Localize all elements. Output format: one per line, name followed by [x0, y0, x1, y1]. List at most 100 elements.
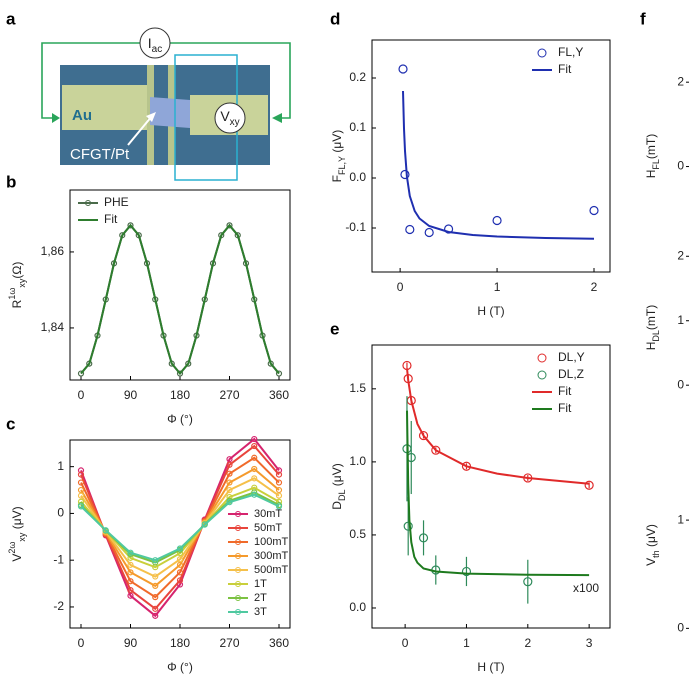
- data-point: [226, 470, 233, 477]
- label-sub: FL: [651, 159, 661, 170]
- panel-label: b: [6, 172, 16, 191]
- series-line: [80, 444, 280, 611]
- legend-marker: [235, 525, 241, 531]
- x-tick-label: 1: [494, 280, 501, 294]
- legend-marker: [85, 200, 91, 206]
- panel-label: a: [6, 9, 16, 28]
- plot-frame: [69, 189, 291, 381]
- label-unit: (μV): [330, 463, 344, 489]
- panel-label: e: [330, 319, 339, 338]
- legend-label: Fit: [558, 62, 572, 76]
- panel-label: c: [6, 414, 15, 433]
- data-point: [77, 467, 85, 474]
- data-point: [127, 569, 134, 576]
- y-tick-label: 1: [677, 512, 684, 526]
- current-circle: [139, 27, 171, 59]
- data-point: [418, 430, 429, 441]
- legend-label: Fit: [558, 401, 572, 415]
- y-tick-label: 0.2: [349, 70, 366, 84]
- x-tick-label: 270: [219, 636, 239, 650]
- voltage-circle: [214, 102, 246, 134]
- data-point: [418, 533, 429, 543]
- data-point: [176, 577, 184, 584]
- chart-panel: d -0.1 0.0 0.1 0.2 0 1 2 H (T) FL,Y Fit: [330, 9, 611, 318]
- series-line: [80, 477, 280, 578]
- x-tick-label: 360: [269, 388, 289, 402]
- data-point: [127, 592, 134, 599]
- panel-label: f: [640, 9, 646, 28]
- chart-panel: b 1,84 1,86 0 90 180 270 360 Φ (°) PHE Fit: [6, 172, 291, 426]
- data-point: [226, 456, 233, 463]
- label-base: F: [330, 175, 344, 182]
- y-tick-label: 0.0: [349, 170, 366, 184]
- series-line: [80, 456, 280, 599]
- data-point: [275, 486, 283, 494]
- data-point: [152, 612, 159, 619]
- data-point: [176, 569, 184, 576]
- y-tick-label: 1,86: [41, 244, 65, 258]
- legend-label: 30mT: [254, 508, 282, 520]
- y-tick-label: 0.5: [349, 527, 366, 541]
- data-point: [589, 205, 599, 216]
- label-sup: 2ω: [7, 542, 17, 554]
- plot-frame: [371, 39, 611, 273]
- data-point: [127, 561, 134, 568]
- series-line: [80, 223, 280, 376]
- sub: xy: [230, 117, 240, 128]
- legend-marker: [235, 553, 241, 559]
- y-tick-label: -0.1: [345, 220, 366, 234]
- voltage-label: Vxy: [220, 108, 239, 128]
- label-sub: xy: [17, 278, 27, 288]
- y-tick-label: 0: [677, 159, 684, 173]
- x-tick-label: 1: [463, 636, 470, 650]
- y-tick-label: 1: [57, 459, 64, 473]
- legend-label: 3T: [254, 606, 267, 618]
- x-tick-label: 2: [524, 636, 531, 650]
- data-point: [403, 521, 413, 531]
- data-point: [523, 577, 533, 587]
- data-point: [152, 582, 159, 590]
- data-point: [226, 461, 233, 468]
- data-point: [201, 521, 208, 528]
- legend-label: 1T: [254, 578, 267, 590]
- legend-marker: [235, 539, 241, 545]
- label-sup: 1ω: [7, 288, 17, 300]
- data-point: [77, 370, 85, 377]
- data-point: [152, 594, 159, 601]
- x-tick-label: 0: [78, 388, 85, 402]
- y-tick-label: 0.0: [349, 600, 366, 614]
- sample-label: CFGT/Pt: [70, 146, 130, 163]
- data-point: [226, 499, 233, 506]
- legend-label: 500mT: [254, 564, 289, 576]
- y-axis-label: HDL(mT): [644, 305, 661, 351]
- data-point: [77, 503, 85, 510]
- x-tick-label: 0: [78, 636, 85, 650]
- data-point: [127, 222, 134, 229]
- data-point: [176, 561, 184, 568]
- y-tick-label: 0: [57, 506, 64, 520]
- data-point: [152, 557, 159, 564]
- x-tick-label: 0: [402, 636, 409, 650]
- base: I: [148, 35, 152, 51]
- label-sub: DL: [651, 330, 661, 342]
- y-axis-label: DDL (μV): [330, 463, 347, 509]
- chart-panel: 0 1 2: [677, 248, 689, 391]
- annotation: x100: [573, 581, 599, 595]
- legend-marker: [537, 370, 547, 380]
- data-point: [461, 566, 472, 577]
- label-base: H: [644, 342, 658, 351]
- legend-marker: [235, 595, 241, 601]
- y-tick-label: 1.0: [349, 454, 366, 468]
- chart-panel: e 0.0 0.5 1.0 1.5 0 1 2 3 H (T) x100 DL,Y DL,Z Fit Fit: [330, 319, 611, 674]
- data-point: [226, 222, 233, 229]
- chart-panel: 01: [677, 512, 689, 635]
- data-point: [431, 445, 441, 455]
- data-point: [275, 503, 283, 510]
- legend-label: Fit: [104, 212, 118, 226]
- label-base: R: [10, 299, 24, 308]
- pointer: [127, 115, 153, 146]
- label-unit: (Ω): [10, 262, 24, 279]
- legend-label: DL,Y: [558, 350, 585, 364]
- data-point: [226, 486, 233, 494]
- electrode-label: Au: [72, 107, 92, 124]
